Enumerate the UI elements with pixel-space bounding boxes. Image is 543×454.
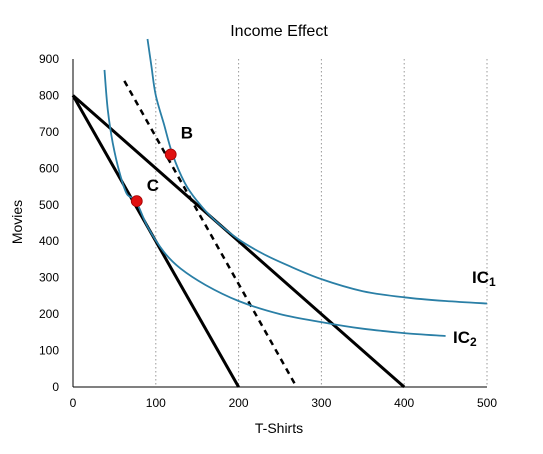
points — [130, 148, 177, 208]
tick-labels: 0 100 200 300 400 500 0 100 200 300 400 500 600 700 80… — [39, 52, 497, 410]
indifference-curve-label-2: IC2 — [453, 328, 477, 349]
x-tick-label-3: 300 — [311, 396, 331, 410]
indifference-curve-2 — [103, 69, 446, 337]
axes — [72, 59, 487, 388]
budget-line-original — [72, 94, 406, 389]
indifference-curves — [103, 38, 488, 337]
y-tick-label-3: 300 — [39, 271, 59, 285]
x-tick-label-4: 400 — [394, 396, 414, 410]
point-label-b: B — [181, 123, 193, 142]
budget-lines — [71, 80, 406, 389]
x-tick-label-0: 0 — [70, 396, 77, 410]
y-axis-title: Movies — [9, 200, 25, 244]
y-tick-label-2: 200 — [39, 307, 59, 321]
indifference-curve-1 — [146, 38, 488, 305]
x-tick-label-5: 500 — [477, 396, 497, 410]
chart-title: Income Effect — [230, 23, 328, 40]
y-tick-label-9: 900 — [39, 52, 59, 66]
indifference-curve-label-1: IC1 — [472, 268, 496, 289]
point-c — [130, 195, 143, 208]
grid — [155, 59, 488, 387]
y-tick-label-0: 0 — [52, 380, 59, 394]
budget-line-compensated — [123, 80, 298, 388]
y-tick-label-7: 700 — [39, 125, 59, 139]
y-tick-label-1: 100 — [39, 344, 59, 358]
x-tick-label-2: 200 — [229, 396, 249, 410]
point-b — [164, 148, 177, 161]
y-tick-label-8: 800 — [39, 88, 59, 102]
point-label-c: C — [147, 176, 159, 195]
x-tick-label-1: 100 — [146, 396, 166, 410]
x-axis-title: T-Shirts — [255, 420, 303, 436]
labels: IC1 IC2 B C — [147, 123, 496, 349]
y-tick-label-4: 400 — [39, 234, 59, 248]
y-tick-label-5: 500 — [39, 198, 59, 212]
y-tick-label-6: 600 — [39, 161, 59, 175]
